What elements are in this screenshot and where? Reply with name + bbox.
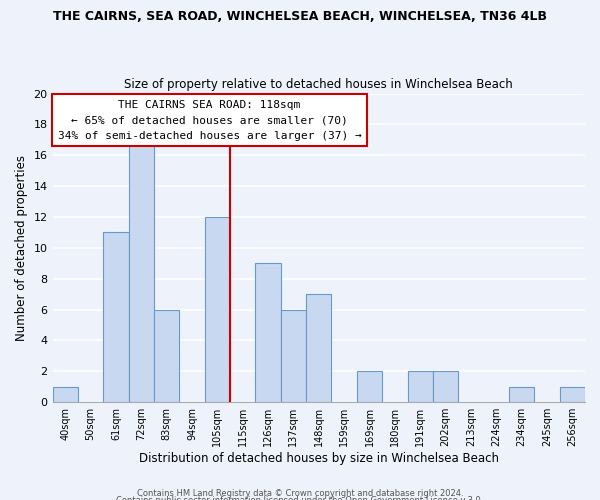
Title: Size of property relative to detached houses in Winchelsea Beach: Size of property relative to detached ho… <box>124 78 513 91</box>
Y-axis label: Number of detached properties: Number of detached properties <box>15 155 28 341</box>
Bar <box>407 372 433 402</box>
X-axis label: Distribution of detached houses by size in Winchelsea Beach: Distribution of detached houses by size … <box>139 452 499 465</box>
Bar <box>154 310 179 402</box>
Bar <box>53 387 78 402</box>
Bar <box>281 310 306 402</box>
Text: Contains public sector information licensed under the Open Government Licence v.: Contains public sector information licen… <box>116 496 484 500</box>
Bar <box>205 217 230 402</box>
Text: THE CAIRNS SEA ROAD: 118sqm
← 65% of detached houses are smaller (70)
34% of sem: THE CAIRNS SEA ROAD: 118sqm ← 65% of det… <box>58 100 361 141</box>
Bar <box>256 264 281 402</box>
Bar <box>357 372 382 402</box>
Bar <box>128 140 154 402</box>
Bar <box>509 387 534 402</box>
Bar <box>103 232 128 402</box>
Text: Contains HM Land Registry data © Crown copyright and database right 2024.: Contains HM Land Registry data © Crown c… <box>137 488 463 498</box>
Bar <box>433 372 458 402</box>
Text: THE CAIRNS, SEA ROAD, WINCHELSEA BEACH, WINCHELSEA, TN36 4LB: THE CAIRNS, SEA ROAD, WINCHELSEA BEACH, … <box>53 10 547 23</box>
Bar <box>306 294 331 402</box>
Bar <box>560 387 585 402</box>
